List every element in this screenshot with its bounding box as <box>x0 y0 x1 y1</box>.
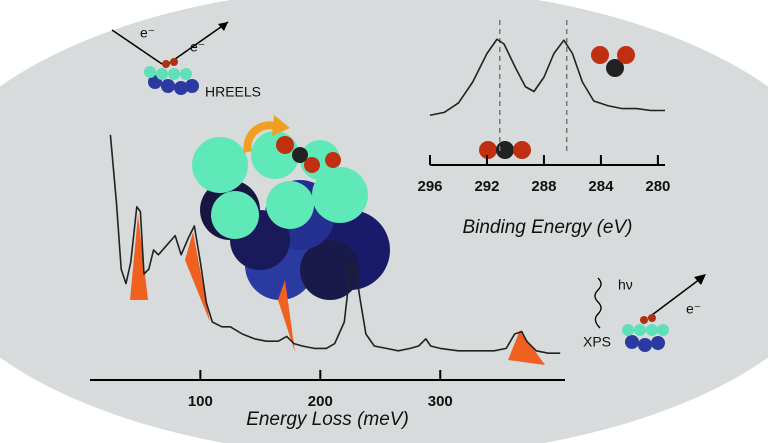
figure: HREELS e⁻ e⁻ XPS hν e⁻ 100 200 300 Energy L… <box>0 0 768 443</box>
background <box>0 0 768 443</box>
x-tick-label: 280 <box>645 178 670 195</box>
x-tick-label: 296 <box>417 178 442 195</box>
photon-label: hν <box>618 277 633 293</box>
x-tick-label: 292 <box>474 178 499 195</box>
x-tick-label: 200 <box>308 393 333 410</box>
axis-title: Binding Energy (eV) <box>462 217 632 238</box>
hreels-label: HREELS <box>205 84 261 100</box>
xps-label: XPS <box>583 334 611 350</box>
axis-title: Energy Loss (meV) <box>246 409 409 430</box>
electron-label: e⁻ <box>190 39 205 55</box>
x-tick-label: 300 <box>428 393 453 410</box>
x-tick-label: 284 <box>588 178 614 195</box>
x-tick-label: 288 <box>531 178 556 195</box>
x-tick-label: 100 <box>188 393 213 410</box>
electron-label: e⁻ <box>140 25 155 41</box>
electron-label: e⁻ <box>686 301 701 317</box>
